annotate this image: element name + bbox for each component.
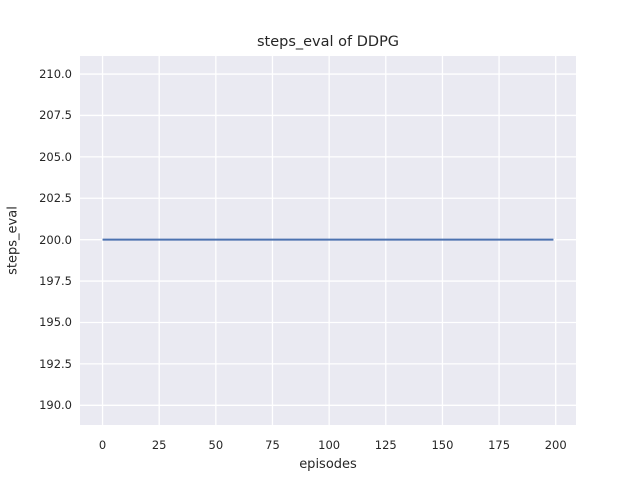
x-tick-label: 50: [208, 438, 224, 452]
x-tick-label: 100: [318, 438, 341, 452]
y-tick-label: 200.0: [39, 232, 72, 247]
x-tick-label: 75: [265, 438, 280, 452]
y-tick-label: 190.0: [39, 398, 72, 413]
chart-title: steps_eval of DDPG: [256, 34, 400, 50]
x-tick-label: 175: [488, 438, 511, 452]
y-tick-label: 192.5: [39, 356, 72, 371]
y-tick-label: 202.5: [39, 191, 72, 206]
x-tick-label: 25: [151, 438, 167, 452]
y-tick-label: 205.0: [39, 149, 72, 164]
plot-area: [80, 56, 576, 425]
x-tick-label: 150: [431, 438, 454, 452]
y-tick-label: 207.5: [39, 108, 72, 123]
x-tick-label: 200: [544, 438, 567, 452]
y-tick-label: 195.0: [39, 315, 72, 330]
x-tick-label: 125: [374, 438, 397, 452]
x-axis-label: episodes: [299, 457, 357, 472]
x-tick-label: 0: [98, 438, 107, 452]
y-tick-label: 210.0: [39, 67, 72, 82]
line-plot: [80, 56, 576, 425]
y-tick-label: 197.5: [39, 274, 72, 289]
